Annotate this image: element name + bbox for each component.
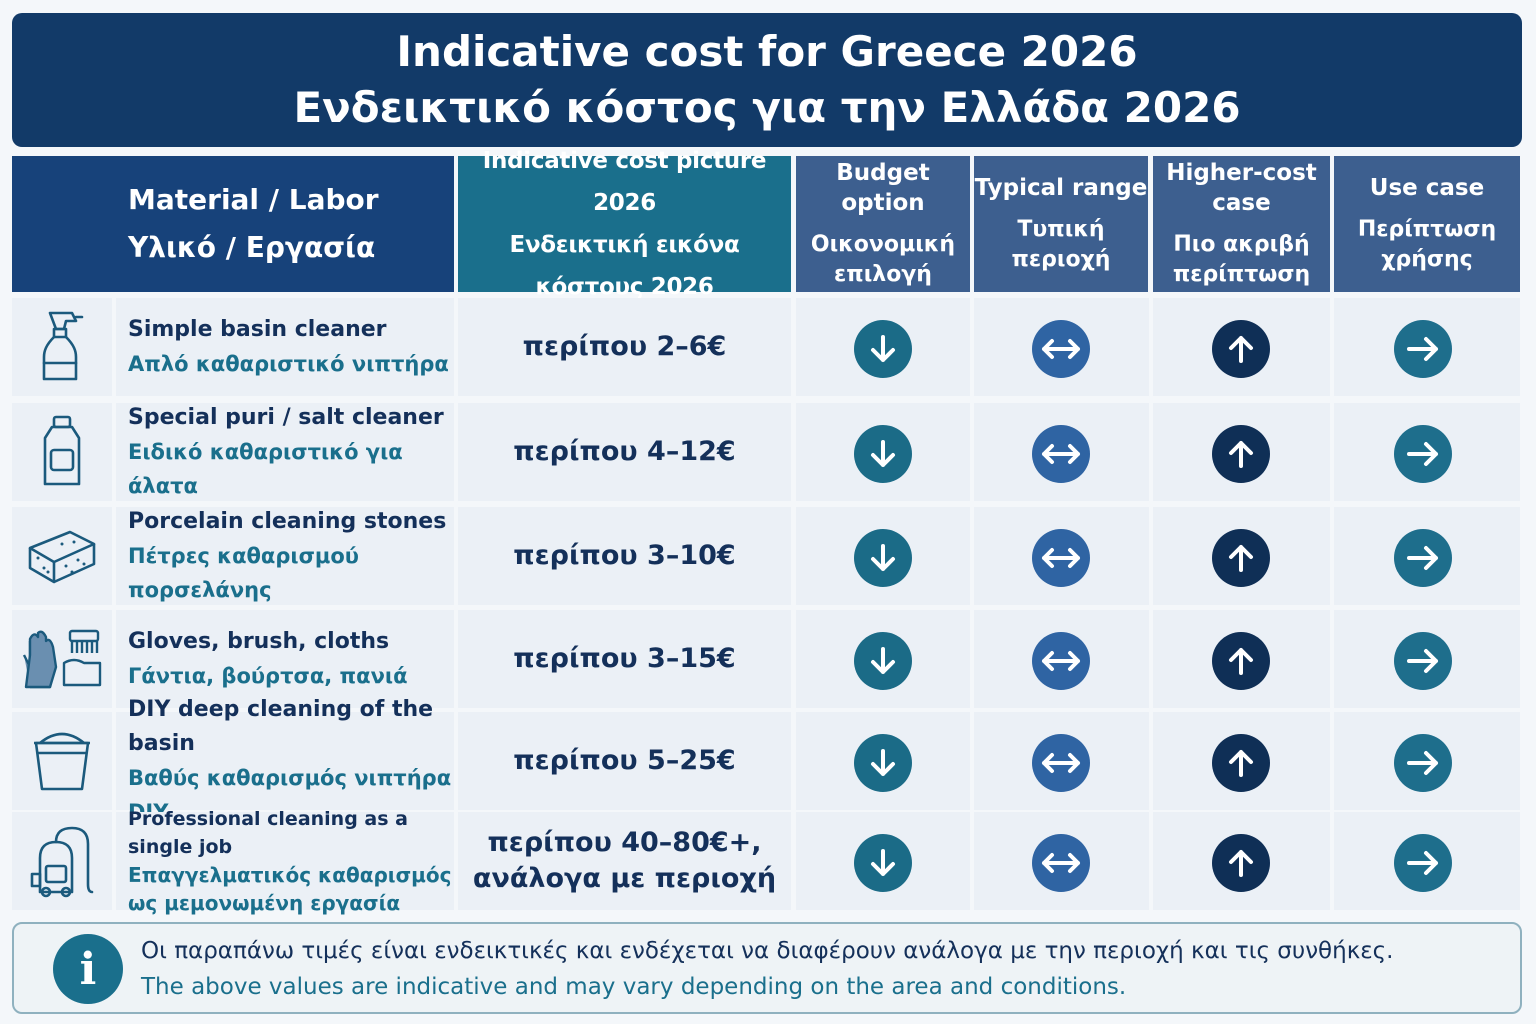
cost-value: περίπου 3–15€ [513,643,736,674]
arrow-up-icon [1212,632,1270,690]
header-typical-en: Typical range [974,175,1148,201]
arrow-left-right-icon [1032,734,1090,792]
arrow-down-icon [854,529,912,587]
item-name-en: Gloves, brush, cloths [128,629,390,654]
header-budget-en: Budget option [836,160,930,216]
header-cost-el: Ενδεικτική εικόνα κόστους 2026 [509,232,740,300]
header-typical: Typical range Τυπική περιοχή [974,156,1148,292]
cost-value: περίπου 2–6€ [522,331,727,362]
header-higher-en: Higher-cost case [1166,160,1317,216]
arrow-left-right-icon [1032,529,1090,587]
header-material-el: Υλικό / Εργασία [128,231,376,264]
arrow-up-icon [1212,320,1270,378]
item-name: Special puri / salt cleaner Ειδικό καθαρι… [116,403,454,501]
header-material: Material / Labor Υλικό / Εργασία [12,156,454,292]
item-name: Porcelain cleaning stones Πέτρες καθαρισμ… [116,507,454,605]
arrow-up-icon [1212,529,1270,587]
arrow-left-right-icon [1032,834,1090,892]
cost-cell: περίπου 4–12€ [458,403,791,501]
cost-value: περίπου 4–12€ [513,436,736,467]
item-name-en: DIY deep cleaning of the basin [128,697,434,756]
title-el: Ενδεικτικό κόστος για την Ελλάδα 2026 [293,83,1241,132]
item-name-el: Επαγγελματικός καθαρισμός [128,863,452,887]
bucket-icon [12,712,112,810]
arrow-down-icon [854,632,912,690]
arrow-up-icon [1212,734,1270,792]
item-name-en: Special puri / salt cleaner [128,405,444,430]
header-budget: Budget option Οικονομική επιλογή [796,156,970,292]
arrow-down-icon [854,425,912,483]
cost-cell: περίπου 3–15€ [458,610,791,708]
arrow-left-right-icon [1032,425,1090,483]
cleaning-stone-icon [12,507,112,605]
header-material-en: Material / Labor [128,183,379,216]
header-budget-el: Οικονομική επιλογή [810,232,956,287]
arrow-right-icon [1394,425,1452,483]
spray-bottle-icon [12,298,112,396]
header-usecase-en: Use case [1369,175,1485,201]
item-name-en: Professional cleaning as a single job [128,808,408,858]
arrow-right-icon [1394,834,1452,892]
arrow-down-icon [854,734,912,792]
info-text-el: Οι παραπάνω τιμές είναι ενδεικτικές και … [141,938,1394,964]
arrow-left-right-icon [1032,632,1090,690]
item-name-el: Απλό καθαριστικό νιπτήρα [128,352,449,376]
header-usecase: Use case Περίπτωση χρήσης [1334,156,1520,292]
arrow-right-icon [1394,320,1452,378]
header-cost: Indicative cost picture 2026 Ενδεικτική … [458,148,791,300]
arrow-right-icon [1394,632,1452,690]
page-title: Indicative cost for Greece 2026 Ενδεικτι… [12,13,1522,147]
item-name: Professional cleaning as a single job Επα… [116,808,454,915]
cost-value: περίπου 5–25€ [513,745,736,776]
arrow-up-icon [1212,425,1270,483]
header-higher-el: Πιο ακριβή περίπτωση [1172,232,1311,287]
cost-value: περίπου 40–80€+, [487,827,762,858]
cost-note: ανάλογα με περιοχή [472,863,777,894]
gloves-brush-cloth-icon [12,610,112,708]
header-typical-el: Τυπική περιοχή [1011,217,1111,272]
header-usecase-el: Περίπτωση χρήσης [1357,217,1497,272]
arrow-right-icon [1394,529,1452,587]
info-text-en: The above values are indicative and may … [141,974,1127,1000]
item-name-el-line2: ως μεμονωμένη εργασία [128,891,401,915]
arrow-right-icon [1394,734,1452,792]
arrow-down-icon [854,320,912,378]
item-name-el: Πέτρες καθαρισμού πορσελάνης [128,544,359,602]
item-name: DIY deep cleaning of the basin Βαθύς καθα… [116,697,454,824]
cost-cell: περίπου 2–6€ [458,298,791,396]
vacuum-cleaner-icon [12,812,112,910]
cost-value: περίπου 3–10€ [513,540,736,571]
info-note: i Οι παραπάνω τιμές είναι ενδεικτικές κα… [12,922,1522,1014]
arrow-down-icon [854,834,912,892]
title-en: Indicative cost for Greece 2026 [396,27,1138,76]
item-name-en: Simple basin cleaner [128,317,387,342]
cost-cell: περίπου 5–25€ [458,712,791,810]
header-higher: Higher-cost case Πιο ακριβή περίπτωση [1153,156,1330,292]
cost-cell: περίπου 3–10€ [458,507,791,605]
cost-cell: περίπου 40–80€+, ανάλογα με περιοχή [458,812,791,910]
arrow-up-icon [1212,834,1270,892]
item-name-el: Γάντια, βούρτσα, πανιά [128,664,408,688]
info-icon: i [53,934,123,1004]
item-name-el: Ειδικό καθαριστικό για άλατα [128,440,403,498]
header-cost-en: Indicative cost picture 2026 [482,148,767,216]
arrow-left-right-icon [1032,320,1090,378]
item-name: Gloves, brush, cloths Γάντια, βούρτσα, πα… [116,610,454,708]
item-name-el: Βαθύς καθαρισμός νιπτήρα DIY [128,766,452,824]
item-name: Simple basin cleaner Απλό καθαριστικό νιπ… [116,298,454,396]
item-name-en: Porcelain cleaning stones [128,509,447,534]
bottle-icon [12,403,112,501]
